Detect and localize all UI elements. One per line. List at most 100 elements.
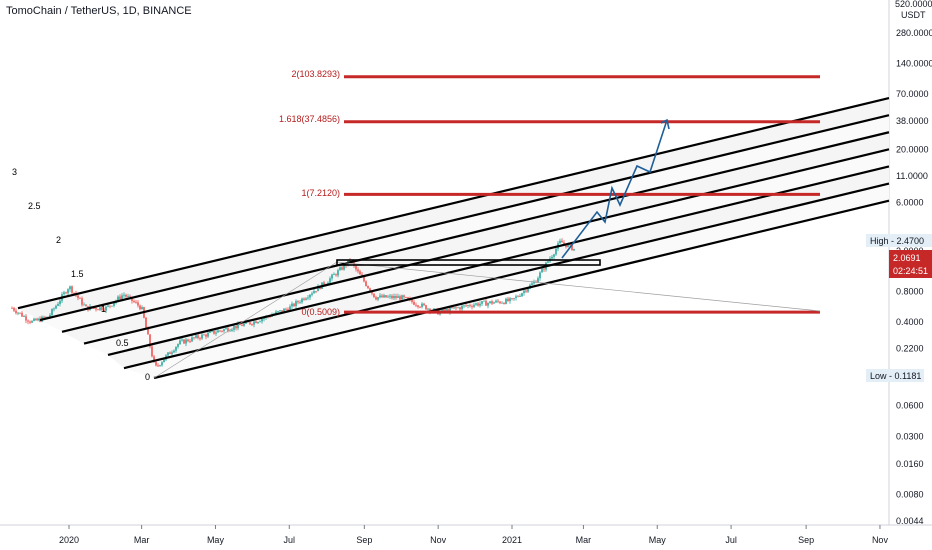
price-badge-value: 2.0691 (893, 253, 921, 263)
candle-body (559, 240, 561, 244)
resistance-box[interactable] (336, 259, 601, 266)
candle-body (125, 294, 127, 297)
candle-body (421, 303, 423, 308)
fib-label-1: 1(7.2120) (301, 188, 340, 198)
price-tick: 280.0000 (896, 28, 932, 38)
candle-body (367, 285, 369, 289)
channel-line[interactable] (17, 96, 890, 310)
candle-body (573, 248, 575, 251)
candle-body (227, 328, 229, 332)
candle-body (49, 314, 51, 318)
candle-body (303, 298, 305, 300)
channel-line[interactable] (153, 199, 890, 380)
candle-body (27, 320, 29, 322)
candle-body (263, 317, 265, 319)
candle-body (33, 318, 35, 321)
candle-body (207, 332, 209, 337)
candle-body (137, 302, 139, 306)
candle-body (19, 312, 21, 314)
candle-body (299, 302, 301, 304)
candle-body (511, 298, 513, 300)
channel-line[interactable] (39, 114, 890, 322)
candle-body (487, 302, 489, 306)
candle-body (483, 300, 485, 302)
candle-body (171, 352, 173, 354)
candle-body (327, 282, 329, 285)
time-tick: 2021 (502, 535, 522, 545)
candle-body (537, 278, 539, 283)
candle-body (355, 265, 357, 270)
channel-line[interactable] (61, 131, 890, 333)
candle-body (311, 293, 313, 295)
anchor-line (153, 261, 338, 379)
candle-body (21, 312, 23, 317)
candle-body (339, 267, 341, 271)
chart-title: TomoChain / TetherUS, 1D, BINANCE (6, 5, 192, 17)
candle-body (383, 295, 385, 298)
candle-body (109, 305, 111, 307)
price-tick: 70.0000 (896, 89, 929, 99)
fib-label-0: 0(0.5009) (301, 307, 340, 317)
candle-body (17, 312, 19, 314)
fib-channel-lines (17, 96, 890, 380)
candle-body (357, 269, 359, 272)
candle-body (515, 296, 517, 299)
candle-body (553, 254, 555, 257)
time-tick: Jul (725, 535, 737, 545)
candle-body (313, 291, 315, 294)
candle-body (229, 330, 231, 332)
candle-body (189, 341, 191, 343)
candle-body (35, 318, 37, 321)
candle-body (415, 304, 417, 306)
candle-body (391, 295, 393, 299)
price-axis-currency[interactable]: USDT (901, 10, 926, 20)
candle-body (517, 296, 519, 298)
projection-path[interactable] (561, 119, 668, 259)
candle-body (201, 334, 203, 339)
candle-body (507, 298, 509, 302)
channel-label-0-5: 0.5 (116, 338, 129, 348)
candle-body (475, 303, 477, 305)
channel-line[interactable] (123, 182, 890, 370)
channel-band (62, 132, 889, 344)
candle-body (481, 301, 483, 304)
channel-band (40, 115, 889, 332)
candle-body (153, 356, 155, 362)
candle-body (569, 244, 571, 246)
candle-body (11, 307, 13, 309)
candle-body (317, 285, 319, 292)
candle-body (139, 305, 141, 310)
candle-body (243, 323, 245, 326)
candle-body (453, 307, 455, 309)
price-tick: 20.0000 (896, 144, 929, 154)
candle-body (63, 292, 65, 295)
candle-body (493, 302, 495, 304)
candle-body (215, 332, 217, 334)
candle-body (411, 299, 413, 302)
candle-body (219, 330, 221, 332)
channel-line[interactable] (83, 148, 890, 345)
price-axis-top-label: 520.0000 (895, 0, 932, 9)
candle-body (523, 290, 525, 294)
candle-body (459, 307, 461, 310)
time-tick: 2020 (59, 535, 79, 545)
candle-body (77, 295, 79, 298)
price-tick: 0.4000 (896, 317, 924, 327)
candle-body (111, 305, 113, 307)
candle-body (365, 281, 367, 286)
candle-body (157, 365, 159, 367)
candle-body (43, 316, 45, 318)
candle-body (257, 321, 259, 324)
candle-body (59, 300, 61, 304)
candle-body (123, 294, 125, 296)
candle-body (241, 325, 243, 326)
candle-body (113, 302, 115, 306)
candle-body (449, 307, 451, 313)
candle-body (341, 267, 343, 270)
candle-body (389, 295, 391, 297)
price-tick: 140.0000 (896, 59, 932, 69)
candle-body (185, 339, 187, 344)
candle-body (477, 303, 479, 306)
candle-body (373, 293, 375, 298)
